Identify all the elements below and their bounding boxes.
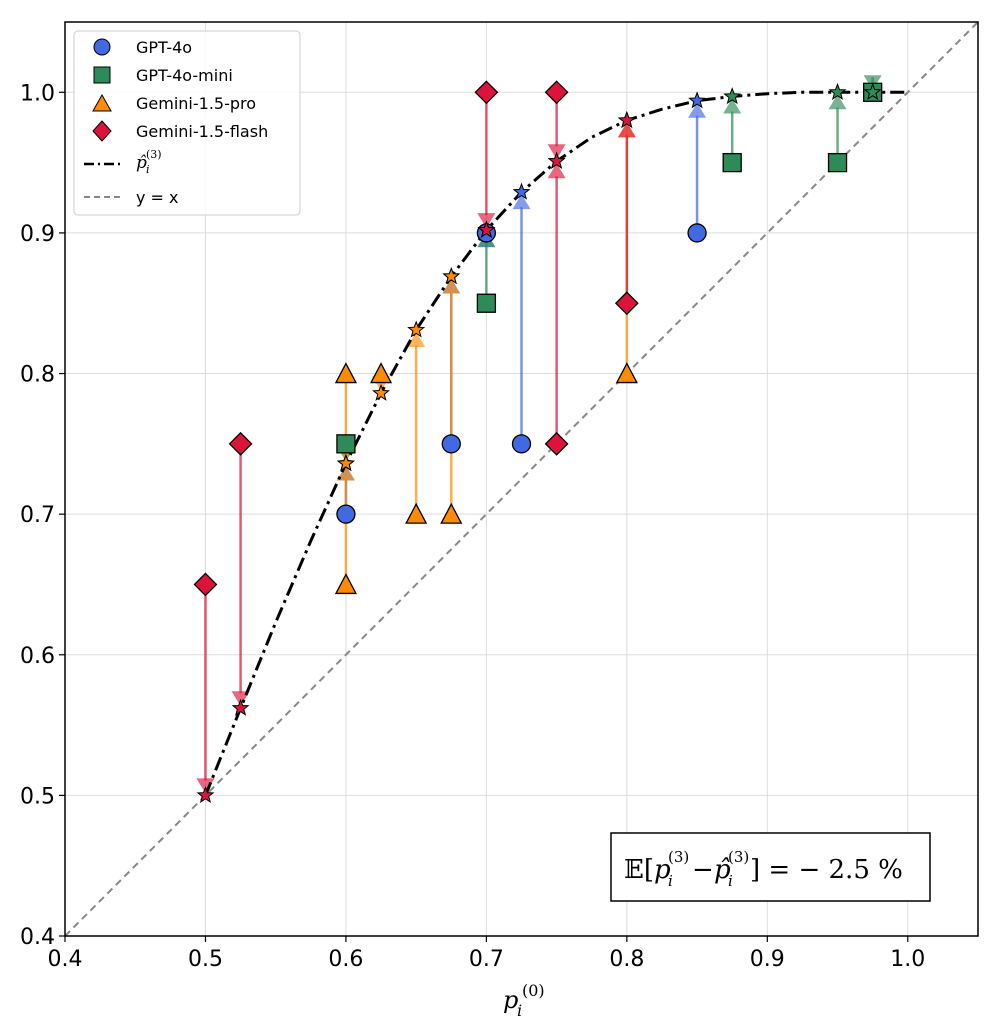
geminipro-point: [440, 502, 463, 524]
legend: GPT-4o GPT-4o-mini Gemini-1.5-pro Gemini…: [73, 30, 301, 216]
arrow-head: [512, 194, 531, 210]
svg-text:p: p: [654, 855, 671, 885]
arrow-head: [231, 691, 250, 707]
y-tick-label: 0.4: [20, 925, 55, 950]
calibrated-star-marker: [336, 454, 355, 472]
annotation-box: 𝔼[ p i (3) − p̂ i (3) ] = − 2.5 %: [610, 832, 931, 902]
svg-text:(3): (3): [728, 848, 749, 866]
y-tick-label: 0.8: [20, 363, 55, 388]
x-tick-label: 0.8: [609, 947, 644, 972]
gpt4omini-point: [722, 152, 742, 173]
annotation-formula: 𝔼[ p i (3) − p̂ i (3) ] = − 2.5 %: [624, 848, 903, 890]
legend-box: [73, 30, 301, 216]
svg-text:(3): (3): [146, 148, 162, 161]
y-tick-label: 0.5: [20, 784, 55, 809]
x-tick-label: 0.7: [469, 947, 504, 972]
legend-fit-label: p̂ i (3): [136, 148, 162, 176]
arrow-head: [477, 213, 496, 229]
arrow-head: [407, 331, 426, 347]
calibrated-star-marker: [828, 82, 847, 100]
geminiflash-point: [474, 80, 499, 105]
y-tick-label: 0.6: [20, 644, 55, 669]
x-tick-label: 0.6: [328, 947, 363, 972]
svg-text:p̂: p̂: [714, 855, 731, 885]
plot-frame: [64, 21, 979, 937]
legend-circle-marker: [93, 38, 111, 56]
calibrated-star-marker: [547, 151, 566, 169]
legend-gpt4omini: GPT-4o-mini: [136, 66, 233, 85]
arrow-head: [336, 465, 355, 481]
x-tick-label: 0.4: [48, 947, 83, 972]
legend-triangle-marker: [92, 93, 112, 112]
geminipro-point: [334, 573, 357, 595]
geminiflash-point: [614, 291, 639, 316]
legend-geminiflash: Gemini-1.5-flash: [136, 122, 268, 141]
calibrated-star-marker: [512, 182, 531, 200]
svg-text:i: i: [668, 872, 673, 890]
legend-geminipro: Gemini-1.5-pro: [136, 94, 256, 113]
arrow-head: [688, 102, 707, 118]
geminipro-point: [405, 502, 428, 524]
svg-text:p: p: [503, 986, 518, 1014]
svg-text:] = − 2.5 %: ] = − 2.5 %: [750, 855, 903, 885]
legend-identity: y = x: [136, 188, 179, 207]
arrow-head: [547, 144, 566, 160]
calibrated-star-marker: [196, 786, 215, 804]
axis-ticks: 0.4 0.5 0.6 0.7 0.8 0.9 1.0 0.4 0.5 0.6 0.7 0.8 0.9 1…: [20, 81, 925, 972]
svg-text:i: i: [146, 163, 150, 176]
svg-text:i: i: [517, 1001, 522, 1019]
geminiflash-point: [193, 572, 218, 597]
geminiflash-point: [228, 431, 253, 456]
geminipro-point: [369, 362, 393, 384]
geminiflash-point: [544, 80, 569, 105]
calibrated-star-marker: [372, 383, 390, 401]
x-tick-label: 0.5: [188, 947, 223, 972]
gpt4o-point: [687, 223, 707, 243]
gpt4omini-point: [336, 434, 356, 454]
arrow-head: [547, 163, 566, 179]
geminipro-point: [615, 362, 638, 384]
geminiflash-point: [544, 431, 569, 456]
calibrated-star-marker: [863, 82, 882, 100]
calibrated-star-marker: [617, 110, 636, 129]
calibrated-star-marker: [688, 91, 707, 109]
calibrated-star-marker: [477, 220, 496, 238]
calibrated-star-marker: [407, 320, 426, 338]
calibrated-star-marker: [231, 698, 250, 716]
gpt4o-point: [441, 434, 461, 454]
svg-text:i: i: [728, 872, 733, 890]
legend-gpt4o: GPT-4o: [136, 38, 192, 57]
legend-diamond-marker: [92, 120, 112, 142]
legend-square-marker: [93, 66, 111, 84]
arrow-head: [723, 98, 742, 114]
y-tick-label: 0.7: [20, 503, 55, 528]
arrow-head: [617, 122, 636, 138]
x-tick-label: 0.9: [750, 947, 785, 972]
calibrated-star-marker: [442, 267, 461, 285]
star-markers-layer: [196, 82, 882, 804]
svg-text:(0): (0): [522, 981, 545, 1000]
geminipro-point: [334, 362, 357, 384]
svg-text:p̂: p̂: [136, 153, 147, 173]
y-tick-label: 0.9: [20, 222, 55, 247]
arrow-head: [442, 278, 461, 294]
x-tick-label: 1.0: [890, 947, 925, 972]
calibrated-star-marker: [723, 87, 742, 105]
gpt4o-point: [336, 504, 356, 524]
arrow-head: [828, 94, 847, 110]
gpt4omini-point: [827, 152, 848, 173]
annotation-frame: [610, 832, 931, 902]
x-axis-label: p i (0): [503, 981, 545, 1019]
svg-text:−: −: [692, 855, 714, 885]
gpt4o-point: [511, 434, 532, 454]
svg-text:𝔼[: 𝔼[: [624, 855, 654, 885]
svg-text:(3): (3): [668, 848, 689, 866]
y-tick-label: 1.0: [20, 81, 55, 106]
gpt4omini-point: [476, 293, 497, 313]
